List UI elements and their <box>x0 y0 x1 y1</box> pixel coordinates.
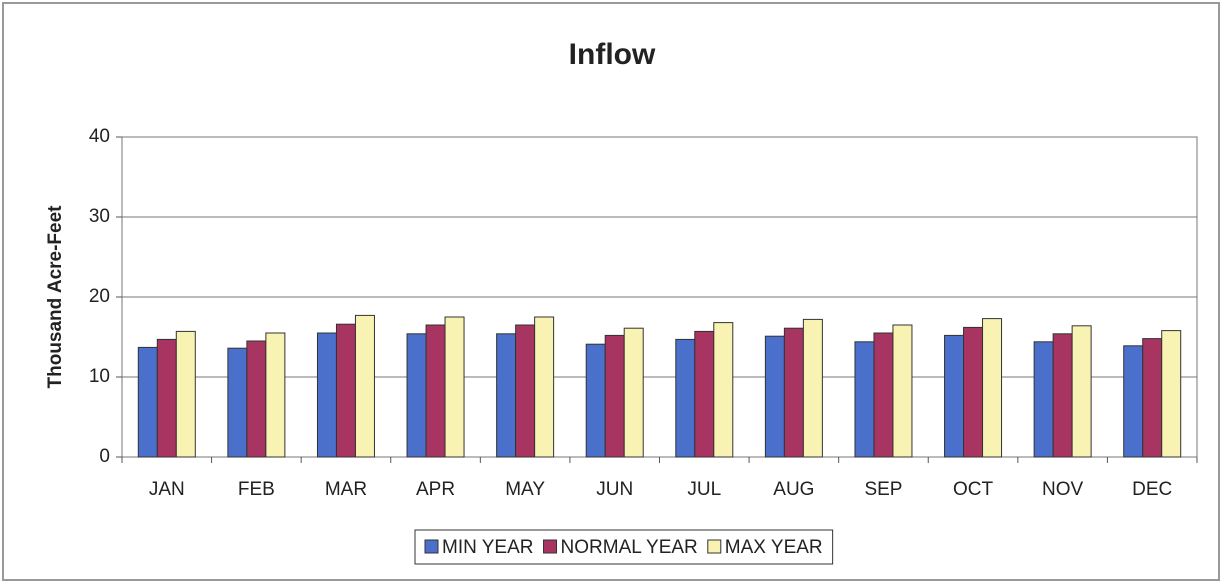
bar <box>425 324 446 458</box>
bar <box>1161 330 1182 458</box>
bar <box>406 333 427 458</box>
bar <box>1123 345 1144 458</box>
bar <box>963 326 984 458</box>
x-tick-label: AUG <box>773 479 814 500</box>
legend-label: MAX YEAR <box>725 537 823 558</box>
y-tick-label: 10 <box>89 366 110 387</box>
bar <box>534 316 555 458</box>
bar <box>873 332 894 458</box>
bar <box>892 324 913 458</box>
chart-title: Inflow <box>569 38 656 71</box>
x-tick-label: DEC <box>1132 479 1172 500</box>
x-tick-label: OCT <box>953 479 994 500</box>
x-tick-label: MAR <box>325 479 367 500</box>
y-tick-label: 30 <box>89 206 110 227</box>
bar <box>764 335 785 458</box>
x-tick-label: MAY <box>505 479 545 500</box>
y-tick-label: 40 <box>89 126 110 147</box>
bar <box>675 338 696 458</box>
x-tick-label: FEB <box>238 479 275 500</box>
x-tick-label: NOV <box>1042 479 1084 500</box>
legend-swatch <box>543 539 558 554</box>
x-tick-label: SEP <box>864 479 902 500</box>
bar <box>944 334 965 458</box>
bar <box>713 322 734 458</box>
legend-swatch <box>424 539 439 554</box>
bar <box>1142 338 1163 458</box>
bar <box>982 318 1003 458</box>
legend-label: MIN YEAR <box>442 537 534 558</box>
bar <box>265 332 286 458</box>
bar <box>335 323 356 458</box>
bar <box>227 347 248 458</box>
bar <box>1071 325 1092 458</box>
bar <box>444 316 465 458</box>
y-tick-label: 20 <box>89 286 110 307</box>
y-axis-label: Thousand Acre-Feet <box>45 205 66 389</box>
legend-box <box>414 529 834 565</box>
bar <box>854 341 875 458</box>
bar <box>316 332 337 458</box>
legend-label: NORMAL YEAR <box>561 537 698 558</box>
bar <box>1033 341 1054 458</box>
bar <box>585 343 606 458</box>
bar <box>246 340 267 458</box>
bar <box>694 330 715 458</box>
x-tick-label: APR <box>416 479 455 500</box>
x-tick-label: JUN <box>596 479 633 500</box>
x-tick-label: JUL <box>687 479 721 500</box>
bar <box>515 324 536 458</box>
bar <box>137 346 158 458</box>
bar <box>496 333 517 458</box>
x-tick-label: JAN <box>149 479 185 500</box>
legend-swatch <box>707 539 722 554</box>
bar <box>156 338 177 458</box>
bar <box>623 327 644 458</box>
y-tick-label: 0 <box>99 446 110 467</box>
bar <box>1052 333 1073 458</box>
bar <box>783 327 804 458</box>
bar <box>604 334 625 458</box>
bar <box>175 330 196 458</box>
bar <box>354 314 375 458</box>
bar <box>802 318 823 458</box>
